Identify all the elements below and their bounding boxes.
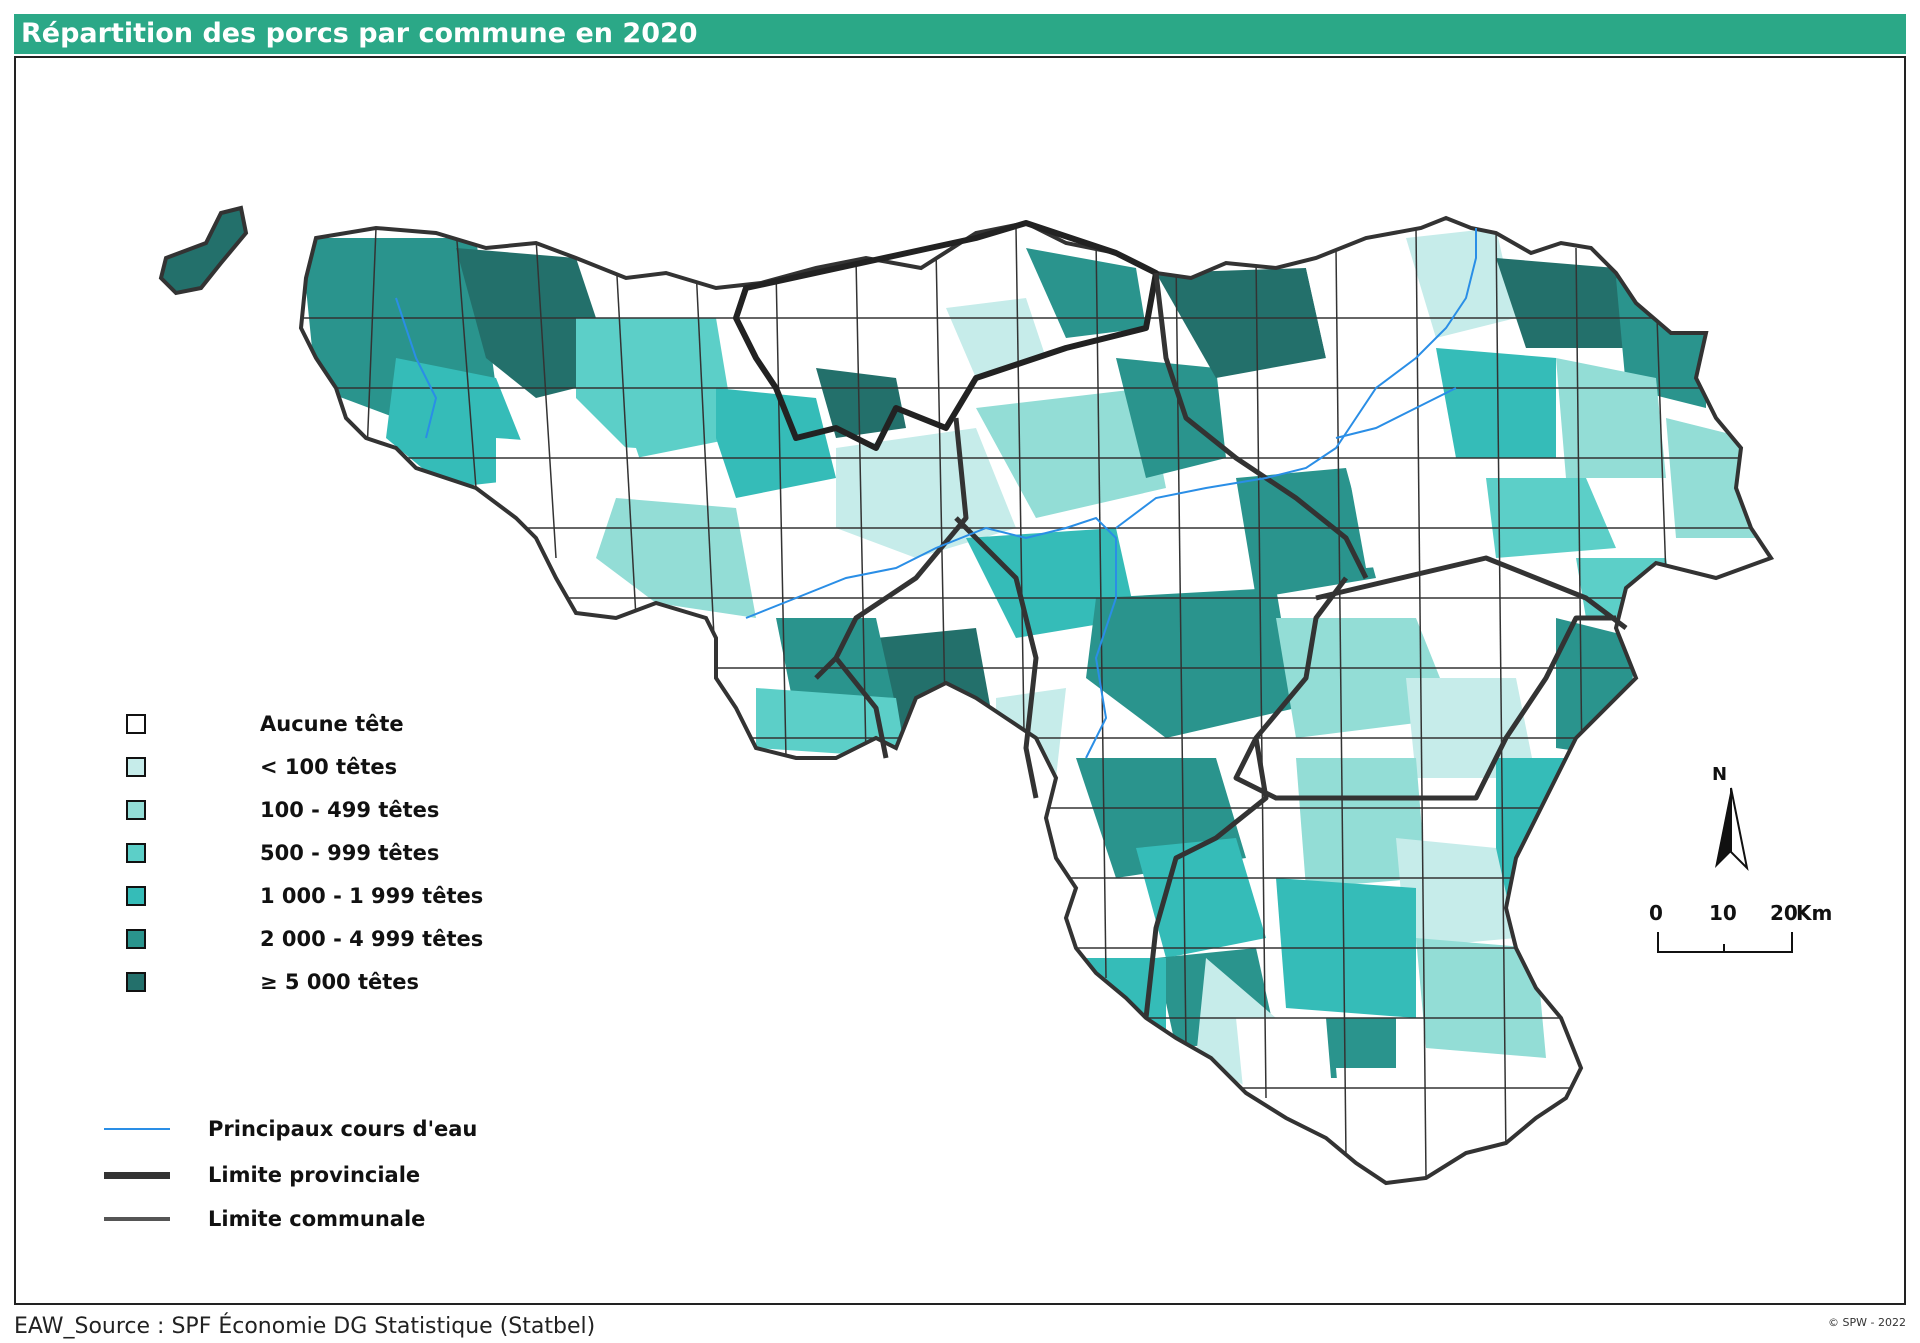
- map-title: Répartition des porcs par commune en 202…: [14, 14, 1906, 54]
- legend-swatch: [126, 800, 146, 820]
- legend-swatch: [126, 843, 146, 863]
- legend-label: Aucune tête: [260, 712, 404, 736]
- legend-swatch: [126, 929, 146, 949]
- scale-tick-0: 0: [1649, 901, 1663, 925]
- commune-line-sample: [104, 1217, 170, 1221]
- region-outline: [298, 215, 1775, 1186]
- scale-bar: [1657, 932, 1793, 953]
- legend-label: < 100 têtes: [260, 755, 398, 779]
- credit-note: © SPW - 2022: [1828, 1316, 1906, 1329]
- province-line-sample: [104, 1172, 170, 1179]
- rivers: [395, 228, 1477, 759]
- legend-label: 2 000 - 4 999 têtes: [260, 927, 484, 951]
- enclave: [158, 205, 249, 296]
- legend-line-label: Limite communale: [208, 1207, 426, 1231]
- scale-tick-20: 20: [1770, 901, 1798, 925]
- north-arrow-icon: [1715, 787, 1749, 872]
- legend-label: 100 - 499 têtes: [260, 798, 440, 822]
- map-frame: Aucune tête < 100 têtes 100 - 499 têtes …: [14, 56, 1906, 1305]
- legend-label: 1 000 - 1 999 têtes: [260, 884, 484, 908]
- scale-unit: Km: [1796, 901, 1833, 925]
- legend-swatch: [126, 757, 146, 777]
- provincial-boundaries: [733, 220, 1628, 1019]
- legend-swatch: [126, 886, 146, 906]
- commune-boundaries: [301, 227, 1756, 1179]
- legend-swatch: [126, 714, 146, 734]
- wallonia-map: [158, 205, 1775, 1186]
- legend-label: ≥ 5 000 têtes: [260, 970, 420, 994]
- north-label: N: [1712, 764, 1728, 785]
- legend-swatch: [126, 972, 146, 992]
- river-line-sample: [104, 1128, 170, 1130]
- legend-line-label: Principaux cours d'eau: [208, 1117, 478, 1141]
- legend-line-label: Limite provinciale: [208, 1163, 421, 1187]
- scale-tick-10: 10: [1709, 901, 1737, 925]
- legend-label: 500 - 999 têtes: [260, 841, 440, 865]
- source-note: EAW_Source : SPF Économie DG Statistique…: [14, 1314, 596, 1339]
